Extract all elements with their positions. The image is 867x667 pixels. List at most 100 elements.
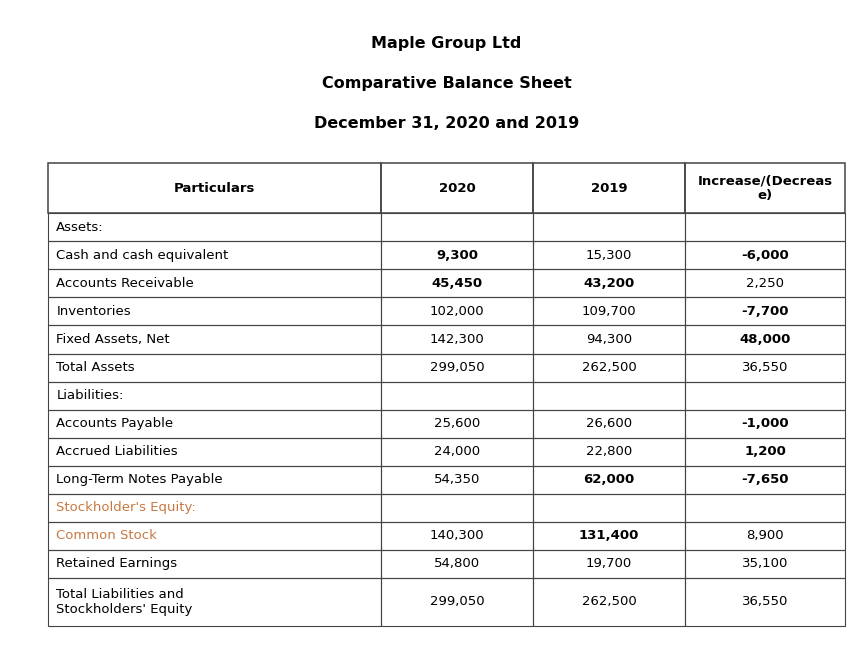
Bar	[48, 466, 381, 494]
Bar	[48, 297, 381, 325]
Text: Fixed Assets, Net: Fixed Assets, Net	[56, 333, 170, 346]
Bar	[533, 297, 685, 325]
Bar	[533, 354, 685, 382]
Bar	[381, 550, 533, 578]
Text: 109,700: 109,700	[582, 305, 636, 318]
Bar	[685, 522, 845, 550]
Text: 25,600: 25,600	[434, 417, 480, 430]
Bar	[381, 438, 533, 466]
Bar	[533, 438, 685, 466]
Text: 1,200: 1,200	[744, 445, 786, 458]
Text: 43,200: 43,200	[583, 277, 635, 290]
Text: 142,300: 142,300	[430, 333, 485, 346]
Bar	[381, 163, 533, 213]
Text: Total Liabilities and
Stockholders' Equity: Total Liabilities and Stockholders' Equi…	[56, 588, 192, 616]
Text: 26,600: 26,600	[586, 417, 632, 430]
Bar	[381, 325, 533, 354]
Bar	[48, 578, 381, 626]
Bar	[48, 163, 381, 213]
Bar	[381, 297, 533, 325]
Bar	[381, 578, 533, 626]
Bar	[685, 241, 845, 269]
Bar	[533, 522, 685, 550]
Bar	[685, 213, 845, 241]
Text: 22,800: 22,800	[586, 445, 632, 458]
Bar	[533, 466, 685, 494]
Text: Assets:: Assets:	[56, 221, 104, 234]
Text: 262,500: 262,500	[582, 361, 636, 374]
Bar	[533, 578, 685, 626]
Text: 131,400: 131,400	[579, 529, 639, 542]
Bar	[533, 550, 685, 578]
Bar	[685, 325, 845, 354]
Text: 102,000: 102,000	[430, 305, 485, 318]
Bar	[381, 466, 533, 494]
Text: -6,000: -6,000	[741, 249, 789, 262]
Bar	[533, 269, 685, 297]
Text: Liabilities:: Liabilities:	[56, 389, 124, 402]
Text: December 31, 2020 and 2019: December 31, 2020 and 2019	[314, 116, 579, 131]
Bar	[381, 354, 533, 382]
Text: 8,900: 8,900	[746, 529, 784, 542]
Bar	[685, 410, 845, 438]
Bar	[685, 466, 845, 494]
Text: 262,500: 262,500	[582, 595, 636, 608]
Text: 299,050: 299,050	[430, 361, 485, 374]
Bar	[533, 241, 685, 269]
Text: 140,300: 140,300	[430, 529, 485, 542]
Text: 2019: 2019	[590, 182, 628, 195]
Text: Stockholder's Equity:: Stockholder's Equity:	[56, 501, 196, 514]
Bar	[685, 494, 845, 522]
Bar	[48, 550, 381, 578]
Text: 36,550: 36,550	[742, 361, 788, 374]
Bar	[48, 354, 381, 382]
Text: 299,050: 299,050	[430, 595, 485, 608]
Text: 24,000: 24,000	[434, 445, 480, 458]
Text: Cash and cash equivalent: Cash and cash equivalent	[56, 249, 229, 262]
Bar	[533, 410, 685, 438]
Bar	[533, 382, 685, 410]
Bar	[685, 163, 845, 213]
Text: 2020: 2020	[439, 182, 476, 195]
Text: 9,300: 9,300	[436, 249, 479, 262]
Text: -7,650: -7,650	[741, 473, 789, 486]
Bar	[381, 410, 533, 438]
Bar	[685, 269, 845, 297]
Bar	[48, 325, 381, 354]
Text: 15,300: 15,300	[586, 249, 632, 262]
Text: Maple Group Ltd: Maple Group Ltd	[371, 36, 522, 51]
Text: Comparative Balance Sheet: Comparative Balance Sheet	[322, 76, 571, 91]
Bar	[48, 241, 381, 269]
Bar	[685, 382, 845, 410]
Text: 19,700: 19,700	[586, 557, 632, 570]
Bar	[48, 269, 381, 297]
Bar	[685, 578, 845, 626]
Bar	[48, 438, 381, 466]
Bar	[48, 382, 381, 410]
Bar	[381, 269, 533, 297]
Text: -7,700: -7,700	[741, 305, 789, 318]
Text: 48,000: 48,000	[740, 333, 791, 346]
Text: -1,000: -1,000	[741, 417, 789, 430]
Text: 94,300: 94,300	[586, 333, 632, 346]
Text: Particulars: Particulars	[174, 182, 255, 195]
Text: 45,450: 45,450	[432, 277, 483, 290]
Bar	[685, 297, 845, 325]
Bar	[685, 354, 845, 382]
Bar	[48, 213, 381, 241]
Bar	[48, 494, 381, 522]
Text: 54,800: 54,800	[434, 557, 480, 570]
Text: 62,000: 62,000	[583, 473, 635, 486]
Text: 2,250: 2,250	[746, 277, 784, 290]
Text: Common Stock: Common Stock	[56, 529, 157, 542]
Text: Accounts Payable: Accounts Payable	[56, 417, 173, 430]
Text: Total Assets: Total Assets	[56, 361, 135, 374]
Text: Retained Earnings: Retained Earnings	[56, 557, 178, 570]
Text: Long-Term Notes Payable: Long-Term Notes Payable	[56, 473, 223, 486]
Bar	[685, 550, 845, 578]
Text: 54,350: 54,350	[434, 473, 480, 486]
Bar	[381, 522, 533, 550]
Bar	[381, 213, 533, 241]
Text: Inventories: Inventories	[56, 305, 131, 318]
Text: 35,100: 35,100	[742, 557, 788, 570]
